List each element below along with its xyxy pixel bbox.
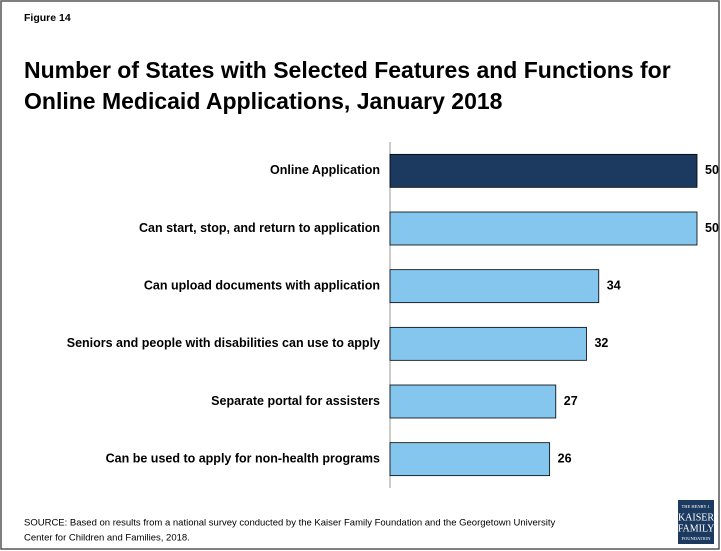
- logo-box: [678, 500, 714, 544]
- chart-title: Number of States with Selected Features …: [24, 57, 671, 83]
- value-label: 50: [705, 163, 719, 177]
- logo-text: FOUNDATION: [682, 536, 712, 541]
- value-label: 26: [558, 451, 572, 465]
- bar: [389, 442, 551, 477]
- bar: [389, 326, 587, 361]
- bar: [389, 211, 698, 246]
- category-label: Can upload documents with application: [144, 278, 380, 292]
- category-label: Separate portal for assisters: [211, 394, 380, 408]
- value-label: 34: [607, 278, 621, 292]
- logo-text: THE HENRY J.: [682, 504, 711, 509]
- category-label: Seniors and people with disabilities can…: [67, 336, 380, 350]
- figure-label: Figure 14: [24, 12, 71, 24]
- value-label: 50: [705, 221, 719, 235]
- source: Center for Children and Families, 2018.: [24, 533, 190, 544]
- category-label: Can be used to apply for non-health prog…: [106, 451, 380, 465]
- chart-title: Online Medicaid Applications, January 20…: [24, 88, 503, 114]
- logo-text: KAISER: [678, 512, 714, 523]
- category-label: Can start, stop, and return to applicati…: [139, 221, 380, 235]
- source: SOURCE: Based on results from a national…: [24, 518, 555, 529]
- bar: [389, 153, 698, 188]
- logo-text: FAMILY: [678, 523, 715, 534]
- category-label: Online Application: [270, 163, 380, 177]
- value-label: 32: [594, 336, 608, 350]
- bar: [389, 269, 600, 304]
- value-label: 27: [564, 394, 578, 408]
- bar: [389, 384, 557, 419]
